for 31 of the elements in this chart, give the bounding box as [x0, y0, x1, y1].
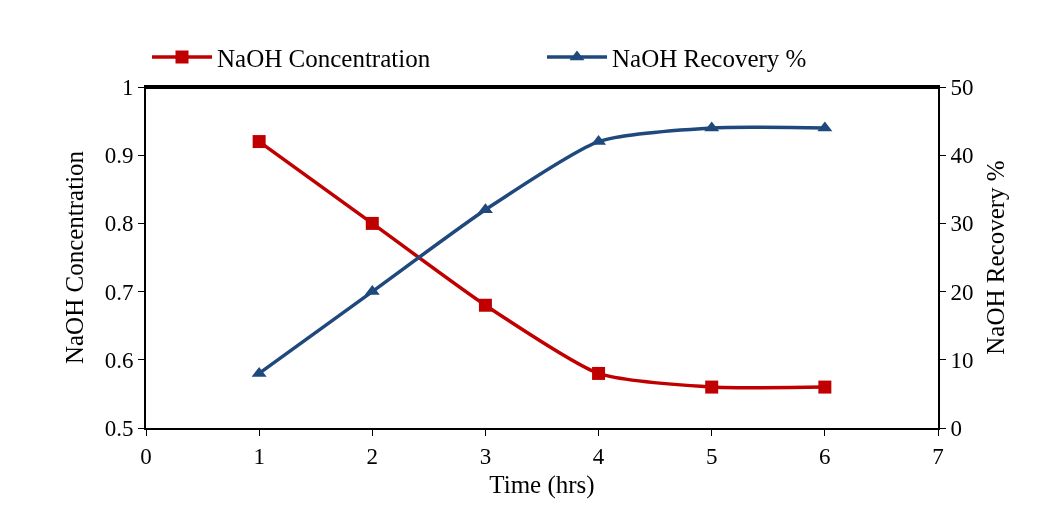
y2-tick-label: 20	[950, 279, 974, 305]
x-tick-label: 6	[819, 443, 831, 469]
x-tick-label: 0	[140, 443, 152, 469]
legend-label: NaOH Recovery %	[612, 44, 807, 72]
point	[592, 366, 606, 380]
point	[478, 298, 492, 312]
y-tick-label: 0.5	[104, 416, 134, 442]
x-tick-label: 3	[479, 443, 492, 469]
y2-tick-label: 50	[950, 75, 974, 101]
y2-tick-label: 30	[950, 211, 974, 237]
x-axis-title: Time (hrs)	[489, 471, 595, 500]
point	[365, 216, 379, 230]
legend-label: NaOH Concentration	[217, 44, 431, 72]
y2-tick-label: 0	[950, 416, 963, 442]
y2-axis-title: NaOH Recovery %	[982, 160, 1010, 355]
y2-tick-label: 10	[950, 347, 974, 373]
x-tick-label: 5	[705, 443, 718, 469]
point	[818, 380, 832, 394]
y2-tick-label: 40	[950, 143, 974, 169]
y-tick-label: 0.6	[104, 347, 134, 373]
x-tick-label: 4	[592, 443, 605, 469]
y-tick-label: 0.9	[104, 143, 134, 169]
y-axis-title: NaOH Concentration	[60, 150, 88, 365]
y-tick-label: 0.7	[104, 279, 134, 305]
point	[252, 135, 266, 149]
x-tick-label: 2	[366, 443, 379, 469]
point	[705, 380, 719, 394]
x-tick-label: 7	[932, 443, 944, 469]
y-tick-label: 1	[121, 75, 134, 101]
x-tick-label: 1	[253, 443, 265, 469]
y-tick-label: 0.8	[104, 211, 134, 237]
